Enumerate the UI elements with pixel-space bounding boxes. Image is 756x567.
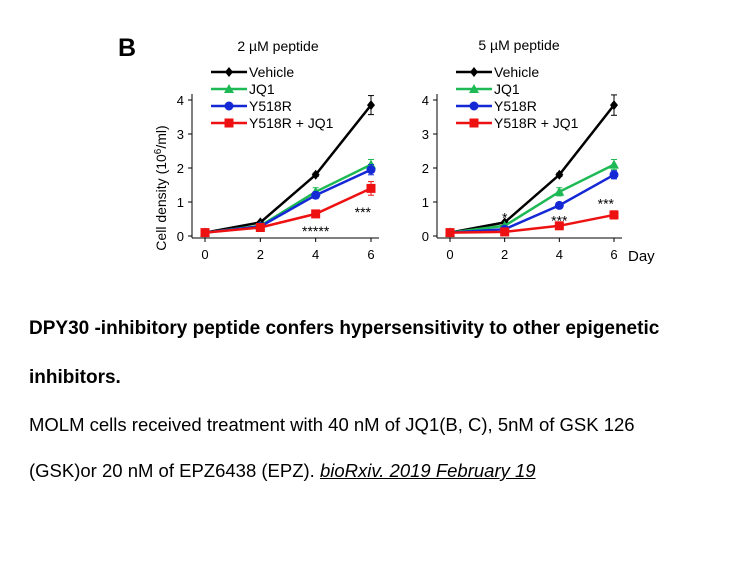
data-point xyxy=(311,190,321,200)
series-line xyxy=(449,104,615,234)
y-tick-label: 0 xyxy=(177,229,184,244)
series-y518r-jq1 xyxy=(445,210,619,238)
data-point xyxy=(255,223,265,232)
series-line xyxy=(204,104,372,234)
caption-body-line-2: (GSK)or 20 nM of EPZ6438 (EPZ). bioRxiv.… xyxy=(29,460,749,482)
data-point xyxy=(554,200,564,210)
x-tick-label: 4 xyxy=(312,247,319,262)
data-point xyxy=(311,169,320,180)
series-line xyxy=(449,173,615,234)
chart-2um: 2 µM peptide 0 1 2 3 4 0 2 4 6 Cell density (106/m… xyxy=(153,38,379,262)
legend-label: Y518R xyxy=(494,98,537,114)
legend-marker xyxy=(470,67,478,77)
data-point xyxy=(311,209,321,219)
series-line xyxy=(204,187,372,234)
chart-title: 2 µM peptide xyxy=(237,38,318,54)
chart-title: 5 µM peptide xyxy=(478,37,559,53)
data-point xyxy=(554,221,564,231)
significance-label: *** xyxy=(598,196,615,212)
series-y518r-jq1 xyxy=(200,181,376,238)
data-point xyxy=(555,169,564,180)
y-tick-label: 2 xyxy=(422,161,429,176)
legend-marker xyxy=(225,67,233,77)
data-point xyxy=(609,210,619,220)
significance-label: *** xyxy=(355,204,372,220)
legend-label: Vehicle xyxy=(249,64,294,80)
x-tick-label: 0 xyxy=(201,247,208,262)
series-y518r xyxy=(445,170,619,238)
legend-label: Y518R xyxy=(249,98,292,114)
data-point xyxy=(366,165,376,175)
caption-body-line-1: MOLM cells received treatment with 40 nM… xyxy=(29,414,635,435)
panel-letter: B xyxy=(118,34,136,62)
x-tick-label: 6 xyxy=(367,247,374,262)
caption-title-line-1: DPY30 -inhibitory peptide confers hypers… xyxy=(29,318,660,339)
data-point xyxy=(609,170,619,180)
legend-marker xyxy=(224,84,234,93)
significance-label: * xyxy=(502,209,508,225)
legend-marker xyxy=(469,118,479,128)
y-tick-label: 4 xyxy=(422,93,429,108)
legend-marker xyxy=(469,101,479,111)
x-axis-label: Day xyxy=(628,248,655,265)
y-tick-label: 2 xyxy=(177,161,184,176)
legend-label: Y518R + JQ1 xyxy=(494,115,579,131)
legend-label: Y518R + JQ1 xyxy=(249,115,334,131)
y-axis-label: Cell density (106/ml) xyxy=(153,125,169,250)
data-point xyxy=(366,183,376,193)
series-line xyxy=(449,213,615,234)
data-point xyxy=(609,159,619,169)
x-tick-label: 2 xyxy=(501,247,508,262)
caption-title-line-2: inhibitors. xyxy=(29,367,121,388)
data-point xyxy=(610,100,618,111)
legend-label: JQ1 xyxy=(494,81,520,97)
figure-panel-b: B 2 µM peptide 0 1 2 3 4 0 2 4 6 Cell density (106… xyxy=(118,34,655,265)
x-tick-label: 6 xyxy=(610,247,617,262)
y-tick-label: 4 xyxy=(177,93,184,108)
caption-body-text: (GSK)or 20 nM of EPZ6438 (EPZ). xyxy=(29,460,320,481)
legend-label: Vehicle xyxy=(494,64,539,80)
y-tick-label: 0 xyxy=(422,229,429,244)
legend-marker xyxy=(224,118,234,128)
y-tick-label: 1 xyxy=(177,195,184,210)
x-tick-label: 4 xyxy=(556,247,563,262)
data-point xyxy=(500,227,510,237)
data-point xyxy=(445,228,455,238)
significance-label: ***** xyxy=(302,223,330,239)
y-tick-label: 3 xyxy=(177,127,184,142)
data-point xyxy=(367,100,375,111)
legend-marker xyxy=(469,84,479,93)
significance-label: *** xyxy=(551,213,568,229)
legend-marker xyxy=(224,101,234,111)
citation-link[interactable]: bioRxiv. 2019 February 19 xyxy=(319,460,536,481)
chart-5um: 5 µM peptide 0 1 2 3 4 0 2 4 6 Day VehicleJQ1Y518RY… xyxy=(422,37,655,265)
legend-label: JQ1 xyxy=(249,81,275,97)
x-tick-label: 0 xyxy=(446,247,453,262)
data-point xyxy=(200,228,210,238)
x-tick-label: 2 xyxy=(257,247,264,262)
y-tick-label: 3 xyxy=(422,127,429,142)
series-line xyxy=(449,163,615,234)
y-tick-label: 1 xyxy=(422,195,429,210)
data-point xyxy=(554,186,565,196)
